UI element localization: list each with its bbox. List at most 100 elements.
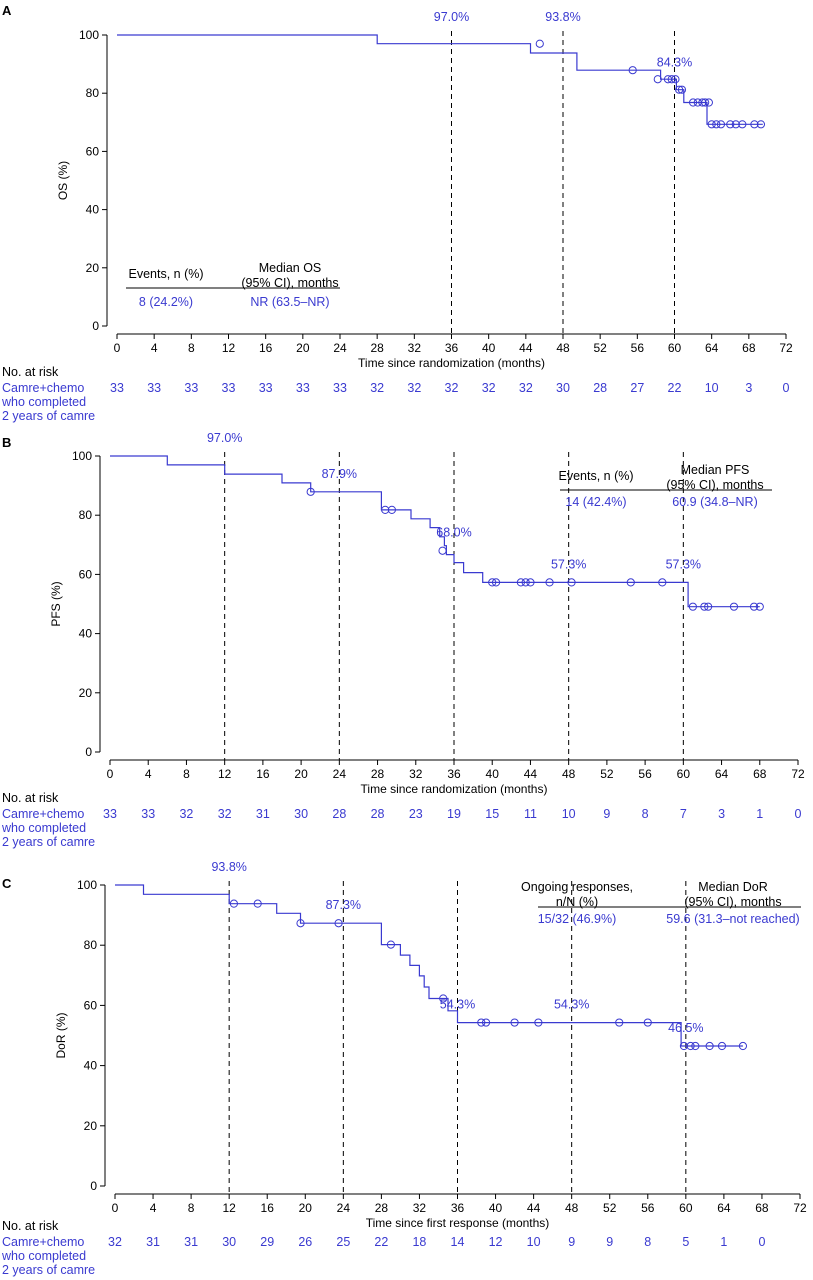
x-tick-label: 12 [222, 341, 236, 355]
landmark-label: 97.0% [434, 10, 469, 24]
x-tick-label: 48 [556, 341, 570, 355]
x-tick-label: 28 [371, 767, 385, 781]
table-right-header-2: (95% CI), months [666, 478, 763, 492]
at-risk-value: 9 [606, 1235, 613, 1249]
svg-text:A: A [2, 3, 12, 18]
table-right-header: Median DoR [698, 880, 767, 894]
x-tick-label: 40 [486, 767, 500, 781]
panel-a-letter: A [2, 3, 12, 18]
censor-mark [698, 98, 707, 107]
table-right-value: 59.6 (31.3–not reached) [666, 912, 799, 926]
panel-c-letter: C [2, 876, 12, 891]
y-axis-label: OS (%) [56, 161, 70, 200]
x-tick-label: 32 [413, 1201, 427, 1215]
at-risk-group-label: who completed [1, 1249, 86, 1263]
at-risk-value: 26 [298, 1235, 312, 1249]
censor-mark [658, 578, 667, 587]
at-risk-group-label: 2 years of camre [2, 409, 95, 423]
x-tick-label: 4 [150, 1201, 157, 1215]
table-left-header: Ongoing responses, [521, 880, 633, 894]
summary-table: Ongoing responses,n/N (%) Median DoR(95% … [521, 880, 801, 926]
censor-mark [481, 1018, 491, 1027]
table-left-value: 8 (24.2%) [139, 295, 193, 309]
censor-mark [700, 602, 709, 611]
censor-mark [386, 940, 396, 949]
at-risk-value: 23 [409, 807, 423, 821]
panel-b-letter: B [2, 435, 11, 450]
landmark-label: 87.9% [322, 467, 357, 481]
svg-text:B: B [2, 435, 11, 450]
landmark-label: 54.3% [554, 998, 589, 1012]
at-risk-value: 32 [370, 381, 384, 395]
at-risk-value: 30 [294, 807, 308, 821]
at-risk-value: 32 [445, 381, 459, 395]
x-tick-label: 28 [375, 1201, 389, 1215]
table-left-value: 15/32 (46.9%) [538, 912, 617, 926]
y-tick-label: 20 [86, 261, 100, 275]
at-risk-value: 27 [630, 381, 644, 395]
at-risk-value: 33 [147, 381, 161, 395]
x-tick-label: 56 [641, 1201, 655, 1215]
censor-mark [738, 1041, 748, 1051]
x-tick-label: 52 [593, 341, 607, 355]
at-risk-value: 7 [680, 807, 687, 821]
x-tick-label: 16 [261, 1201, 275, 1215]
at-risk-group-label: 2 years of camre [2, 1263, 95, 1277]
landmark-label: 87.3% [326, 898, 361, 912]
censor-mark [545, 578, 554, 587]
x-tick-label: 16 [259, 341, 273, 355]
censor-mark [726, 120, 735, 129]
censor-mark [731, 120, 740, 129]
censor-mark [626, 578, 635, 587]
censor-mark [738, 120, 747, 129]
censor-mark [296, 919, 305, 928]
km-curve [110, 455, 760, 608]
censor-mark [521, 578, 530, 587]
censor-mark [729, 602, 739, 611]
x-tick-label: 48 [565, 1201, 579, 1215]
x-tick-label: 8 [188, 1201, 195, 1215]
censor-mark [712, 120, 721, 129]
landmark-label: 93.8% [211, 860, 246, 874]
x-tick-label: 20 [296, 341, 310, 355]
x-tick-label: 68 [753, 767, 767, 781]
table-right-header: Median OS [259, 261, 322, 275]
at-risk-value: 32 [519, 381, 533, 395]
table-right-value: NR (63.5–NR) [250, 295, 329, 309]
y-tick-label: 100 [72, 449, 92, 463]
summary-table: Events, n (%) Median OS(95% CI), months 8 … [126, 261, 340, 309]
at-risk-value: 15 [485, 807, 499, 821]
at-risk-value: 30 [222, 1235, 236, 1249]
svg-text:C: C [2, 876, 12, 891]
x-tick-label: 20 [299, 1201, 313, 1215]
at-risk-value: 8 [644, 1235, 651, 1249]
censor-mark [705, 1041, 714, 1051]
x-tick-label: 12 [222, 1201, 236, 1215]
censor-mark [749, 602, 759, 611]
x-tick-label: 60 [679, 1201, 693, 1215]
censor-mark [628, 66, 637, 75]
x-tick-label: 60 [677, 767, 691, 781]
censor-mark [750, 120, 759, 129]
at-risk-value: 22 [374, 1235, 388, 1249]
landmark-label: 57.3% [551, 557, 586, 571]
x-tick-label: 24 [333, 341, 347, 355]
km-curve [117, 34, 763, 125]
at-risk-value: 12 [489, 1235, 503, 1249]
at-risk-value: 25 [336, 1235, 350, 1249]
summary-table: Events, n (%) Median PFS(95% CI), months 1… [558, 463, 772, 509]
y-tick-label: 60 [79, 567, 93, 581]
at-risk-value: 0 [795, 807, 802, 821]
censor-mark [755, 602, 764, 611]
at-risk-value: 31 [184, 1235, 198, 1249]
censor-mark [704, 98, 713, 107]
x-tick-label: 12 [218, 767, 232, 781]
y-tick-label: 80 [79, 508, 93, 522]
x-tick-label: 36 [445, 341, 459, 355]
at-risk-value: 33 [259, 381, 273, 395]
y-tick-label: 80 [84, 938, 98, 952]
y-tick-label: 0 [85, 745, 92, 759]
